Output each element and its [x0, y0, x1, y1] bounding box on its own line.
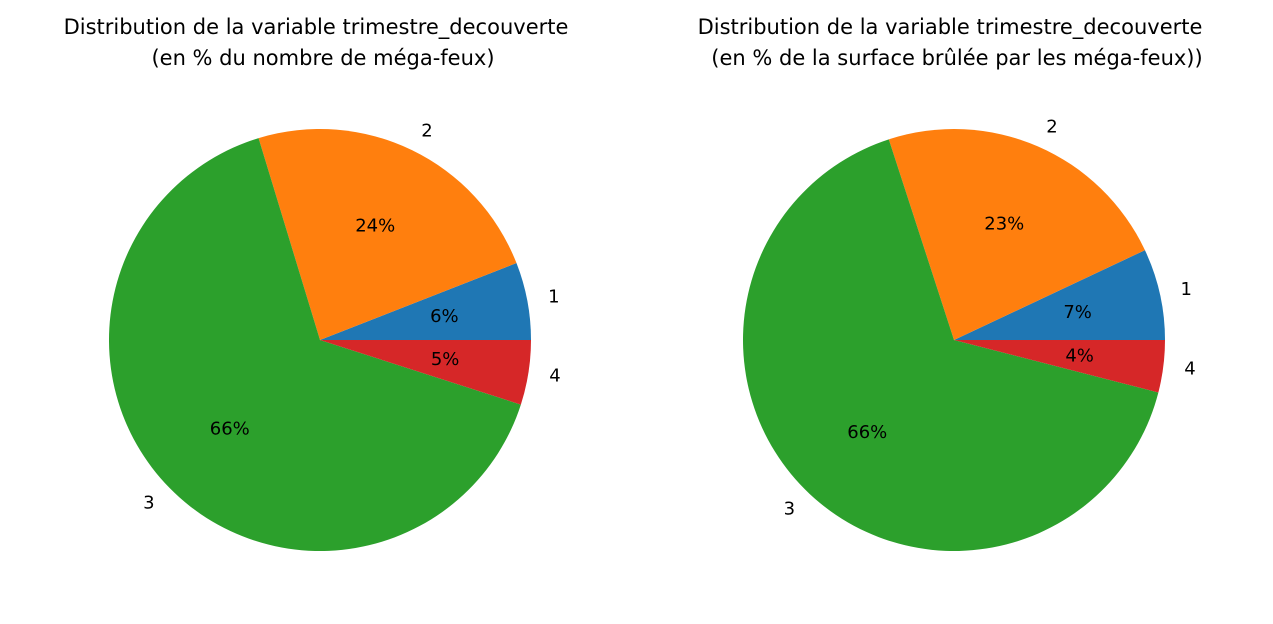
slice-label-1: 1	[1181, 279, 1192, 300]
pie-slice-2	[258, 129, 517, 340]
slice-pct-label-2: 23%	[984, 213, 1024, 234]
pie-chart-area: Distribution de la variable trimestre_de…	[698, 15, 1203, 552]
pie-labels: 1 7% 2 23% 3 66% 4 4%	[784, 117, 1196, 520]
slice-pct-label-1: 6%	[430, 306, 459, 327]
slice-label-3: 3	[784, 499, 795, 520]
slice-label-4: 4	[1184, 359, 1195, 380]
pie-slice-4	[954, 340, 1165, 393]
slice-pct-label-3: 66%	[210, 418, 250, 439]
chart-title-line2: (en % du nombre de méga-feux)	[151, 46, 494, 70]
chart-title-line2: (en % de la surface brûlée par les méga-…	[711, 46, 1202, 70]
slice-label-1: 1	[548, 286, 559, 307]
slice-label-2: 2	[1046, 117, 1057, 138]
pie-slice-1	[954, 250, 1165, 340]
pie-slice-1	[320, 263, 531, 340]
pie-slice-3	[108, 138, 521, 552]
pie-chart-count: Distribution de la variable trimestre_de…	[64, 15, 569, 552]
pie-slice-4	[320, 340, 531, 405]
chart-title-line1: Distribution de la variable trimestre_de…	[64, 15, 569, 40]
pie-slices	[108, 129, 531, 552]
chart-title-line1: Distribution de la variable trimestre_de…	[698, 15, 1203, 40]
slice-pct-label-2: 24%	[355, 216, 395, 237]
slice-pct-label-3: 66%	[847, 422, 887, 443]
pie-slice-3	[742, 139, 1159, 552]
slice-label-3: 3	[143, 492, 154, 513]
slice-pct-label-1: 7%	[1063, 302, 1092, 323]
pie-slice-2	[888, 129, 1145, 340]
pie-slices	[742, 129, 1165, 552]
slice-label-4: 4	[549, 366, 560, 387]
pie-labels: 1 6% 2 24% 3 66% 4 5%	[143, 121, 561, 514]
slice-pct-label-4: 5%	[431, 349, 460, 370]
slice-label-2: 2	[421, 121, 432, 142]
slice-pct-label-4: 4%	[1065, 345, 1094, 366]
